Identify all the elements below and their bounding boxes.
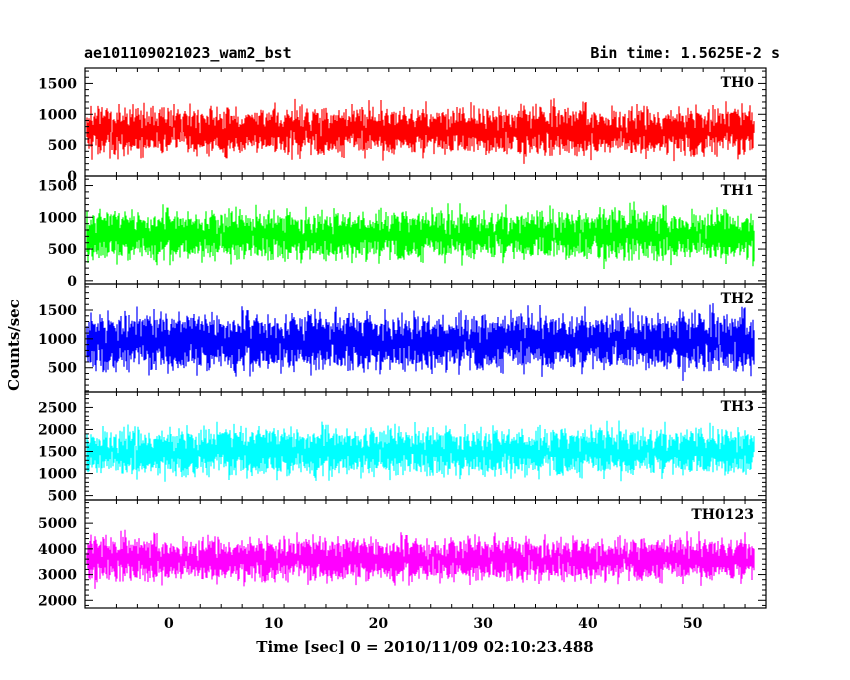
series-label-th1: TH1	[721, 183, 754, 199]
y-tick-label: 1500	[38, 179, 77, 195]
y-tick-label: 500	[48, 489, 77, 505]
y-tick-label: 5000	[38, 516, 77, 532]
y-tick-label: 0	[67, 274, 77, 290]
series-line-th1	[86, 201, 755, 269]
x-tick-label: 30	[473, 616, 493, 632]
y-tick-label: 500	[48, 361, 77, 377]
x-tick-label: 0	[164, 616, 174, 632]
x-tick-label: 20	[369, 616, 389, 632]
series-label-th0: TH0	[721, 75, 755, 91]
y-tick-label: 1500	[38, 445, 77, 461]
series-line-th3	[86, 420, 755, 482]
y-tick-label: 1500	[38, 76, 77, 92]
y-tick-label: 1000	[38, 332, 77, 348]
y-tick-label: 2500	[38, 400, 77, 416]
y-tick-label: 500	[48, 138, 77, 154]
y-tick-label: 500	[48, 242, 77, 258]
series-label-th2: TH2	[721, 291, 754, 307]
series-line-th2	[86, 303, 755, 381]
chart-title-bin-time: Bin time: 1.5625E-2 s	[590, 44, 780, 62]
y-tick-label: 3000	[38, 568, 77, 584]
series-line-th0	[86, 98, 755, 164]
x-tick-label: 40	[578, 616, 598, 632]
y-tick-label: 2000	[38, 422, 77, 438]
y-tick-label: 1500	[38, 303, 77, 319]
x-tick-label: 50	[683, 616, 703, 632]
series-line-th0123	[86, 529, 755, 589]
series-label-th0123: TH0123	[691, 507, 754, 523]
y-tick-label: 2000	[38, 593, 77, 609]
y-tick-label: 1000	[38, 107, 77, 123]
series-label-th3: TH3	[721, 399, 754, 415]
x-axis-label: Time [sec] 0 = 2010/11/09 02:10:23.488	[256, 638, 594, 656]
y-tick-label: 1000	[38, 467, 77, 483]
x-tick-label: 10	[264, 616, 284, 632]
y-tick-label: 4000	[38, 542, 77, 558]
y-axis-label: Counts/sec	[5, 299, 23, 391]
y-tick-label: 0	[67, 169, 77, 185]
chart-title-left: ae101109021023_wam2_bst	[84, 44, 292, 62]
y-tick-label: 1000	[38, 210, 77, 226]
